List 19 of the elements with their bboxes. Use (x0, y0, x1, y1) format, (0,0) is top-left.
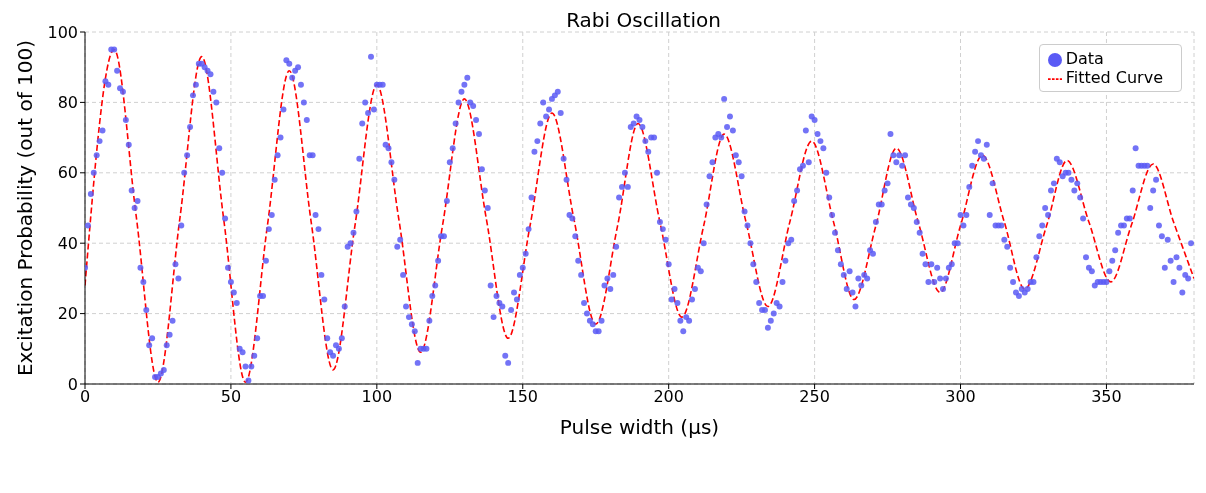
y-tick-label: 100 (47, 22, 78, 42)
x-tick-label: 50 (220, 387, 242, 407)
legend-label: Fitted Curve (1065, 68, 1163, 87)
x-tick-label: 350 (1091, 387, 1122, 407)
y-tick-label: 60 (57, 163, 78, 183)
x-tick-label: 100 (361, 387, 393, 407)
y-tick-label: 20 (57, 304, 78, 324)
y-tick-label: 80 (57, 93, 78, 113)
x-tick-label: 250 (799, 387, 830, 407)
x-axis-title: Pulse width (µs) (559, 415, 720, 439)
legend-label: Data (1065, 49, 1104, 68)
y-tick-label: 40 (57, 233, 78, 253)
x-tick-label: 0 (79, 387, 91, 407)
x-tick-label: 300 (945, 387, 976, 407)
y-tick-label: 0 (67, 374, 78, 394)
x-tick-label: 200 (653, 387, 684, 407)
y-axis-title: Excitation Probability (out of 100) (13, 39, 38, 377)
x-tick-label: 150 (507, 387, 539, 407)
chart-title: Rabi Oscillation (565, 8, 722, 32)
